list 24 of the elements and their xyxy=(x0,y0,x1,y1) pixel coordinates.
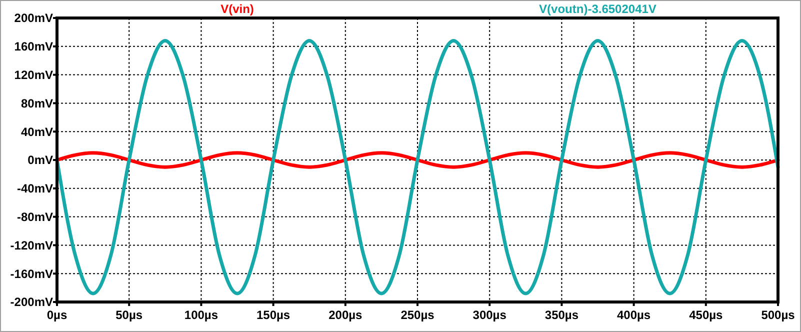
y-tick-label: -120mV xyxy=(10,238,53,252)
x-tick-label: 400µs xyxy=(616,308,651,322)
y-tick-label: 80mV xyxy=(20,96,53,110)
text: V(vin) xyxy=(220,2,254,16)
y-tick-label: 40mV xyxy=(20,124,53,139)
x-tick-label: 200µs xyxy=(328,308,363,322)
y-tick-label: -160mV xyxy=(10,266,53,281)
x-tick-label: 300µs xyxy=(472,308,507,322)
text: V(voutn)-3.6502041V xyxy=(539,2,656,16)
y-tick-label: 200mV xyxy=(14,11,53,26)
x-tick-label: 500µs xyxy=(761,308,796,322)
y-tick-label: 120mV xyxy=(14,68,53,82)
x-tick-label: 0µs xyxy=(46,308,68,322)
y-tick-label: 160mV xyxy=(14,40,53,54)
y-tick-label: -80mV xyxy=(16,210,53,224)
x-tick-label: 100µs xyxy=(184,308,218,322)
y-tick-label: -40mV xyxy=(16,182,53,196)
x-tick-label: 50µs xyxy=(116,308,143,322)
x-tick-label: 450µs xyxy=(689,308,724,322)
x-tick-label: 150µs xyxy=(256,308,290,322)
y-tick-label: -200mV xyxy=(10,295,53,310)
x-tick-label: 350µs xyxy=(544,308,579,322)
x-tick-label: 250µs xyxy=(400,308,435,322)
y-tick-label: 0mV xyxy=(28,153,53,168)
